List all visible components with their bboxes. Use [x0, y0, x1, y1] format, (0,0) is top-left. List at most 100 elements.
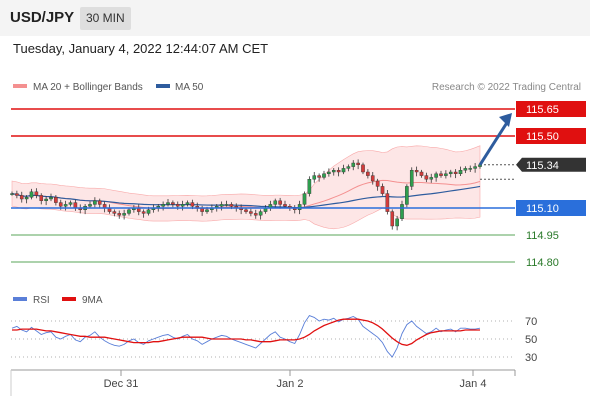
candle-body: [322, 173, 326, 178]
candle: [434, 171, 438, 182]
candle: [409, 167, 414, 190]
candle: [400, 200, 404, 221]
candle: [346, 164, 351, 172]
candle: [424, 172, 429, 183]
candle: [336, 167, 341, 177]
candle-body: [429, 177, 434, 180]
candle-body: [385, 193, 390, 212]
candle: [395, 215, 399, 231]
candle-body: [370, 175, 375, 182]
candle-body: [390, 211, 395, 227]
candle-body: [249, 211, 253, 214]
candle: [249, 208, 253, 217]
x-tick-label: Jan 2: [277, 378, 304, 390]
candle: [117, 210, 122, 219]
rsi-tick-30: 30: [525, 352, 537, 364]
candle-body: [117, 213, 122, 216]
level-label-114.80: 114.80: [526, 257, 559, 269]
candle-body: [356, 162, 360, 165]
candle: [307, 176, 312, 197]
candle-body: [278, 200, 282, 205]
candle-body: [205, 209, 209, 212]
candle: [453, 169, 458, 179]
current-price-box: [516, 157, 586, 172]
legend-ma50: MA 50: [175, 82, 204, 93]
candle: [317, 173, 321, 182]
candle: [97, 198, 102, 208]
candle-body: [39, 195, 44, 201]
candle: [112, 209, 117, 217]
rsi-legend: RSI 9MA: [13, 295, 103, 306]
level-box-115.65: [516, 101, 586, 117]
candle-body: [366, 171, 370, 176]
candle-body: [414, 169, 419, 173]
candle-body: [361, 164, 365, 173]
candle: [385, 190, 390, 215]
candle-body: [93, 200, 97, 205]
candle: [419, 169, 424, 178]
candle-body: [448, 171, 453, 174]
candle-body: [419, 171, 424, 176]
candle: [278, 197, 282, 209]
candle: [390, 209, 395, 230]
candle: [10, 191, 14, 196]
candle-body: [405, 186, 409, 205]
candle-body: [68, 202, 73, 205]
candle: [468, 165, 473, 172]
chart-header: USD/JPY 30 MIN: [0, 0, 590, 36]
candle-body: [351, 162, 356, 167]
candle: [331, 168, 336, 176]
candle: [171, 200, 175, 208]
candle: [283, 200, 287, 209]
candle-body: [166, 202, 170, 205]
candle-body: [229, 204, 234, 207]
candle: [375, 178, 380, 191]
candle: [127, 207, 131, 216]
candle-body: [219, 204, 224, 207]
candle: [44, 196, 48, 206]
candle-body: [24, 196, 29, 200]
candle: [253, 209, 258, 219]
candle-body: [49, 196, 53, 200]
candle: [180, 200, 185, 211]
bollinger-band: [11, 145, 481, 230]
ma9-line: [12, 318, 480, 346]
candle: [24, 195, 29, 204]
candle-body: [185, 202, 190, 205]
candle-body: [19, 195, 24, 200]
candle-body: [458, 169, 463, 174]
candle-body: [180, 204, 185, 207]
candle: [322, 170, 326, 180]
candle-body: [453, 171, 458, 174]
candle: [29, 188, 34, 200]
candle-body: [258, 211, 263, 216]
candle-body: [331, 169, 336, 173]
candle: [54, 195, 58, 206]
chart-datetime: Tuesday, January 4, 2022 12:44:07 AM CET: [13, 41, 269, 56]
candle-body: [336, 169, 341, 173]
candle: [458, 166, 463, 176]
candle-body: [380, 186, 385, 194]
candle: [444, 170, 448, 179]
candle-body: [73, 202, 78, 209]
candle-body: [273, 200, 278, 205]
candle: [258, 209, 263, 220]
timeframe-badge[interactable]: 30 MIN: [80, 7, 131, 30]
candle-body: [161, 204, 165, 207]
candle: [185, 200, 190, 207]
candle-body: [10, 193, 14, 195]
candle: [448, 169, 453, 178]
candle: [473, 163, 477, 173]
level-box-115.10: [516, 200, 586, 216]
candle: [224, 200, 229, 207]
candle-body: [400, 204, 404, 219]
candle: [166, 199, 170, 207]
legend-swatch-ma50: [156, 84, 170, 88]
candle-body: [127, 209, 131, 214]
level-box-115.50: [516, 128, 586, 144]
candle-body: [63, 204, 68, 207]
candle: [463, 166, 468, 174]
candle-body: [327, 171, 331, 174]
candle: [341, 164, 346, 175]
level-label-114.95: 114.95: [526, 230, 559, 242]
